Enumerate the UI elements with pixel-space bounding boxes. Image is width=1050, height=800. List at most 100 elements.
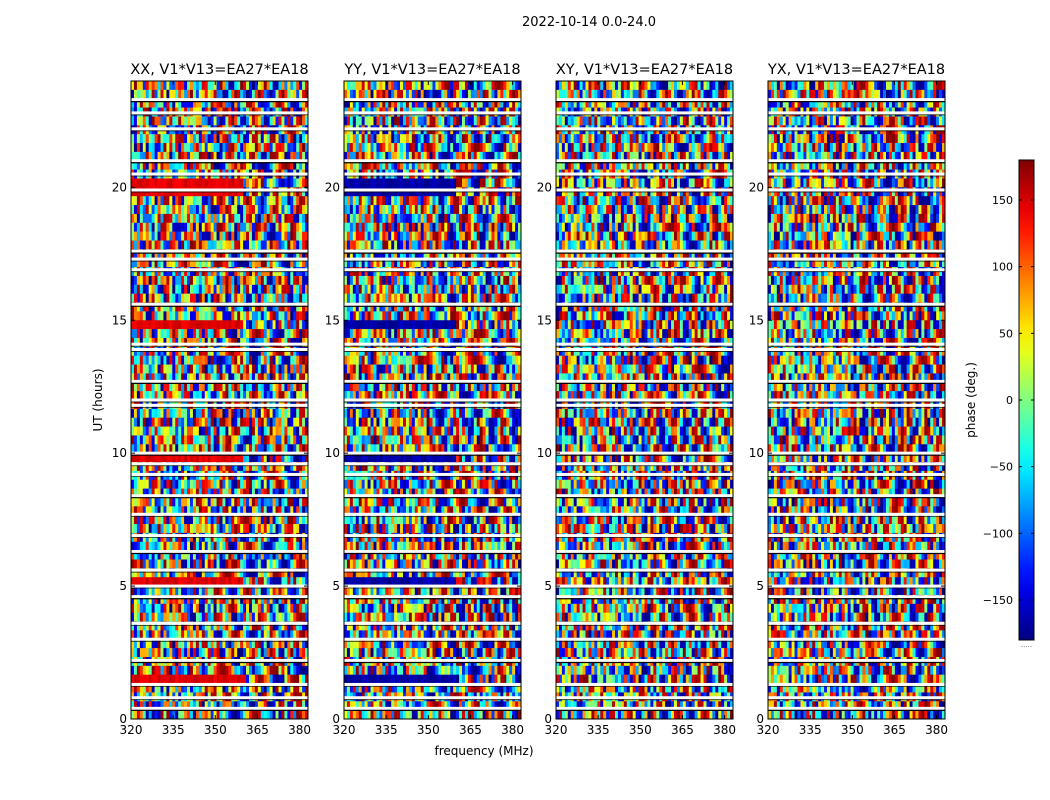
heatmap-cell (370, 143, 374, 153)
heatmap-cell (237, 594, 241, 605)
heatmap-cell (169, 435, 173, 445)
heatmap-cell (216, 240, 220, 250)
heatmap-cell (139, 196, 144, 206)
heatmap-cell (266, 648, 270, 658)
heatmap-cell (166, 612, 170, 622)
heatmap-cell (231, 275, 235, 286)
heatmap-cell (178, 160, 182, 170)
heatmap-cell (142, 612, 147, 622)
heatmap-cell (240, 603, 244, 613)
heatmap-cell (272, 524, 276, 534)
heatmap-cell (204, 630, 208, 640)
heatmap-cell (287, 275, 291, 286)
heatmap-cell (163, 568, 167, 578)
heatmap-cell (290, 284, 294, 294)
heatmap-cell (201, 621, 206, 631)
heatmap-cell (287, 89, 291, 100)
heatmap-cell (228, 559, 232, 569)
heatmap-cell (290, 311, 294, 321)
heatmap-cell (142, 320, 147, 330)
heatmap-cell (157, 497, 161, 507)
heatmap-cell (219, 196, 223, 206)
heatmap-cell (423, 81, 427, 91)
flagged-row (131, 512, 308, 516)
heatmap-cell (151, 479, 155, 489)
heatmap-cell (266, 178, 270, 188)
heatmap-cell (178, 98, 182, 108)
heatmap-cell (178, 408, 182, 419)
heatmap-cell (163, 134, 167, 144)
heatmap-cell (263, 355, 267, 365)
heatmap-cell (190, 550, 194, 560)
heatmap-cell (204, 674, 208, 684)
heatmap-cell (281, 488, 285, 498)
heatmap-cell (266, 275, 270, 286)
heatmap-cell (305, 453, 309, 463)
heatmap-cell (305, 205, 309, 215)
heatmap-cell (201, 231, 206, 241)
heatmap-cell (260, 320, 265, 330)
heatmap-cell (240, 417, 244, 427)
heatmap-cell (240, 444, 244, 454)
heatmap-cell (296, 355, 300, 365)
heatmap-cell (225, 382, 229, 392)
heatmap-cell (210, 373, 214, 383)
heatmap-cell (172, 594, 176, 605)
heatmap-cell (246, 196, 250, 206)
heatmap-cell (181, 435, 185, 445)
heatmap-cell (266, 550, 270, 560)
heatmap-cell (243, 710, 247, 720)
heatmap-cell (178, 231, 182, 241)
heatmap-cell (148, 81, 152, 91)
heatmap-cell (240, 382, 244, 392)
heatmap-cell (278, 612, 282, 622)
heatmap-cell (133, 196, 138, 206)
heatmap-cell (201, 240, 206, 250)
heatmap-cell (136, 612, 141, 622)
heatmap-cell (198, 453, 203, 463)
heatmap-cell (257, 231, 262, 241)
heatmap-cell (305, 337, 309, 348)
heatmap-cell (160, 524, 164, 534)
heatmap-cell (160, 302, 164, 312)
heatmap-cell (243, 391, 247, 401)
heatmap-cell (160, 488, 164, 498)
heatmap-cell (166, 151, 170, 162)
heatmap-cell (305, 320, 309, 330)
heatmap-cell (266, 603, 270, 613)
heatmap-cell (305, 222, 309, 232)
flagged-row (131, 621, 308, 625)
heatmap-cell (204, 178, 208, 188)
heatmap-cell (210, 559, 214, 569)
heatmap-cell (269, 382, 273, 392)
heatmap-cell (249, 453, 253, 463)
heatmap-cell (207, 612, 211, 622)
heatmap-cell (201, 143, 206, 153)
heatmap-cell (133, 320, 138, 330)
heatmap-cell (210, 98, 214, 108)
heatmap-cell (509, 116, 513, 126)
heatmap-cell (142, 462, 147, 472)
heatmap-cell (275, 178, 279, 188)
heatmap-cell (254, 515, 259, 525)
heatmap-cell (154, 293, 158, 303)
heatmap-cell (148, 426, 152, 436)
heatmap-cell (184, 382, 188, 392)
heatmap-cell (136, 621, 141, 631)
heatmap-cell (302, 568, 306, 578)
heatmap-cell (210, 364, 214, 374)
heatmap-cell (213, 373, 217, 383)
heatmap-cell (145, 665, 149, 675)
heatmap-cell (169, 462, 173, 472)
heatmap-cell (169, 355, 173, 365)
heatmap-cell (302, 391, 306, 401)
heatmap-cell (266, 143, 270, 153)
heatmap-cell (219, 594, 223, 605)
heatmap-cell (281, 275, 285, 286)
heatmap-cell (228, 639, 232, 649)
heatmap-cell (210, 462, 214, 472)
heatmap-cell (284, 417, 288, 427)
heatmap-cell (207, 178, 211, 188)
heatmap-cell (131, 435, 135, 445)
heatmap-cell (278, 320, 282, 330)
